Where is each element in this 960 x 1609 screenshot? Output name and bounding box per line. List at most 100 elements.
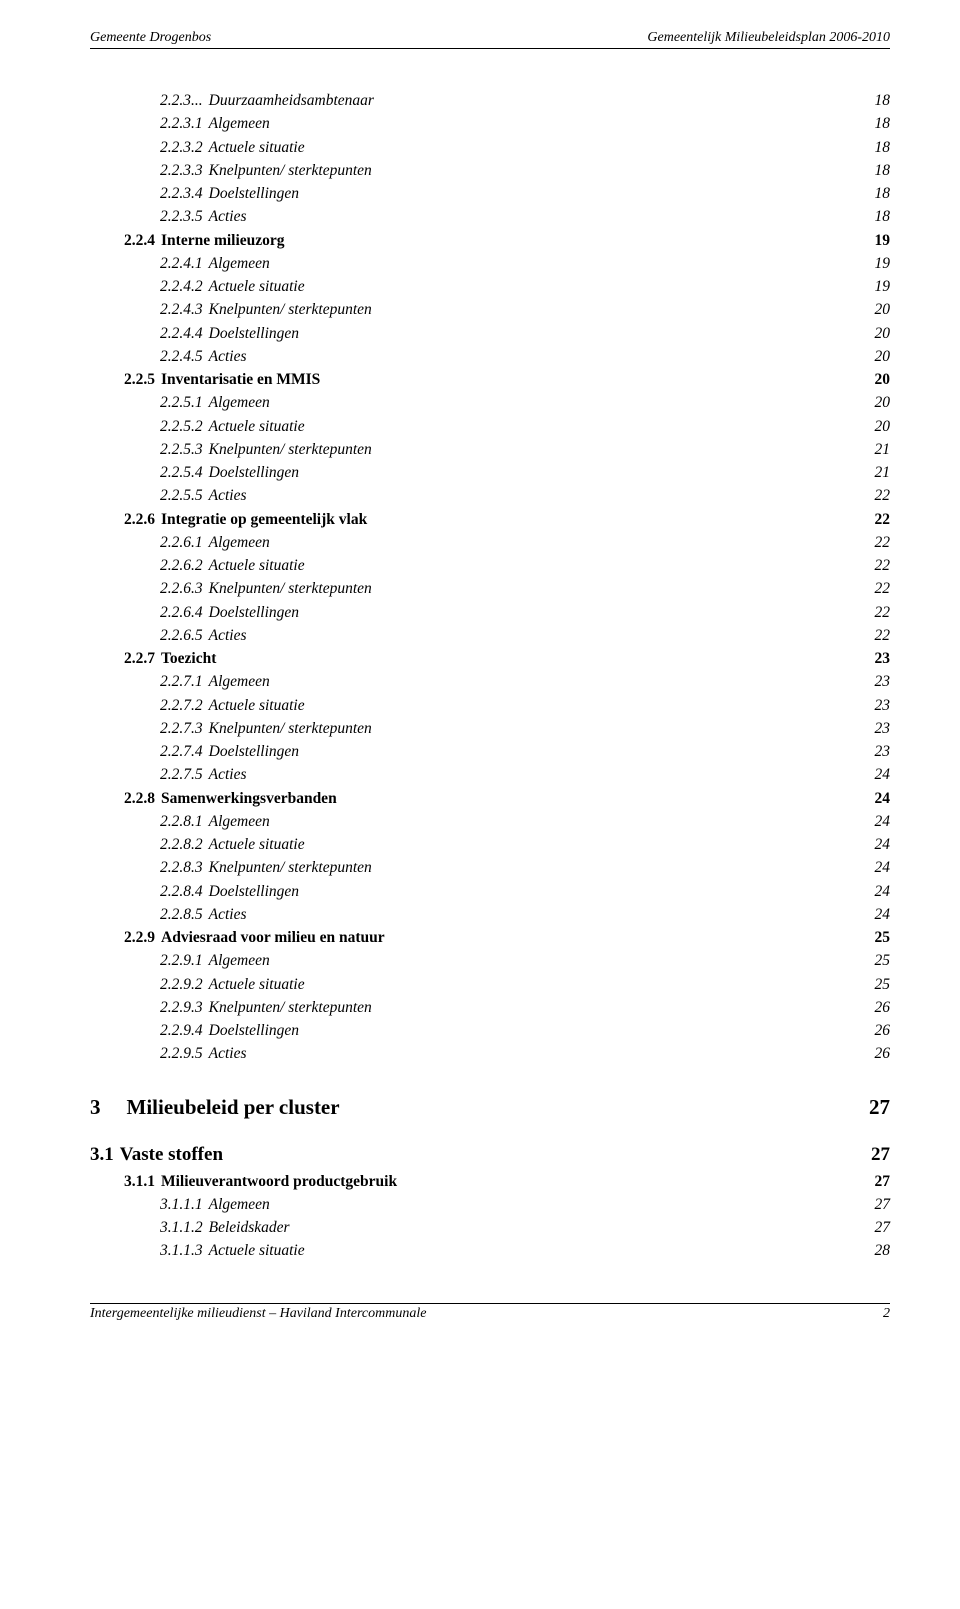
toc-entry-number: 2.2.4.2 xyxy=(160,275,203,298)
toc-entry-page: 20 xyxy=(866,391,890,414)
toc-entry: 2.2.9.2Actuele situatie25 xyxy=(90,973,890,996)
toc-entry-number: 2.2.4 xyxy=(124,229,155,252)
toc-entry-number: 2.2.7.4 xyxy=(160,740,203,763)
footer-page-number: 2 xyxy=(883,1306,890,1322)
toc-entry-page: 25 xyxy=(866,949,890,972)
toc-entry-number: 2.2.8.2 xyxy=(160,833,203,856)
toc-entry-page: 22 xyxy=(866,624,890,647)
toc-entry-title: Adviesraad voor milieu en natuur xyxy=(155,926,385,949)
toc-entry-title: Toezicht xyxy=(155,647,216,670)
toc-gap xyxy=(90,1123,890,1141)
toc-entry-number: 2.2.5.2 xyxy=(160,415,203,438)
toc-entry-number: 2.2.9.4 xyxy=(160,1019,203,1042)
toc-entry-page: 18 xyxy=(866,205,890,228)
toc-entry-title: Acties xyxy=(203,484,247,507)
toc-gap xyxy=(90,1066,890,1092)
toc-entry: 2.2.9.3Knelpunten/ sterktepunten 26 xyxy=(90,996,890,1019)
toc-entry-page: 19 xyxy=(866,252,890,275)
toc-entry: 2.2.7.2Actuele situatie23 xyxy=(90,694,890,717)
toc-entry-page: 20 xyxy=(866,368,890,391)
toc-entry: 2.2.8.1Algemeen24 xyxy=(90,810,890,833)
toc-entry: 2.2.6.1Algemeen22 xyxy=(90,531,890,554)
toc-entry-number: 2.2.8 xyxy=(124,787,155,810)
toc-entry-title: Actuele situatie xyxy=(203,973,305,996)
toc-entry-page: 22 xyxy=(866,484,890,507)
toc-entry-page: 26 xyxy=(866,996,890,1019)
toc-entry-number: 2.2.3.5 xyxy=(160,205,203,228)
toc-entry-page: 22 xyxy=(866,554,890,577)
toc-entry: 2.2.4.3Knelpunten/ sterktepunten20 xyxy=(90,298,890,321)
toc-entry-title: Actuele situatie xyxy=(203,694,305,717)
toc-entry: 2.2.3.5Acties18 xyxy=(90,205,890,228)
toc-entry: 2.2.8.4Doelstellingen24 xyxy=(90,880,890,903)
toc-entry-number: 2.2.4.3 xyxy=(160,298,203,321)
toc-entry: 2.2.5.4Doelstellingen21 xyxy=(90,461,890,484)
toc-entry-page: 26 xyxy=(866,1042,890,1065)
toc-entry: 2.2.7.3Knelpunten/ sterktepunten23 xyxy=(90,717,890,740)
toc-entry-title: Algemeen xyxy=(203,112,270,135)
toc-entry-page: 24 xyxy=(866,856,890,879)
toc-entry-title: Actuele situatie xyxy=(203,554,305,577)
toc-entry-page: 27 xyxy=(866,1193,890,1216)
page-footer: Intergemeentelijke milieudienst – Havila… xyxy=(90,1303,890,1322)
toc-entry-title: Beleidskader xyxy=(203,1216,290,1239)
toc-entry-page: 19 xyxy=(866,229,890,252)
toc-entry: 2.2.7Toezicht23 xyxy=(90,647,890,670)
toc-entry-number: 2.2.7.2 xyxy=(160,694,203,717)
toc-entry-number: 3 xyxy=(90,1092,121,1124)
toc-entry-title: Algemeen xyxy=(203,670,270,693)
toc-entry-page: 24 xyxy=(866,810,890,833)
toc-entry-page: 23 xyxy=(866,647,890,670)
toc-entry: 2.2.9.4Doelstellingen26 xyxy=(90,1019,890,1042)
toc-entry-title: Algemeen xyxy=(203,391,270,414)
toc-entry-page: 27 xyxy=(866,1141,890,1170)
toc-entry: 2.2.4Interne milieuzorg19 xyxy=(90,229,890,252)
toc-entry: 3Milieubeleid per cluster27 xyxy=(90,1092,890,1124)
toc-entry-number: 2.2.4.4 xyxy=(160,322,203,345)
toc-entry: 2.2.6Integratie op gemeentelijk vlak22 xyxy=(90,508,890,531)
toc-entry-number: 2.2.3.2 xyxy=(160,136,203,159)
toc-entry-number: 2.2.9 xyxy=(124,926,155,949)
toc-entry: 2.2.8.5Acties24 xyxy=(90,903,890,926)
toc-entry-number: 2.2.8.3 xyxy=(160,856,203,879)
toc-entry-number: 2.2.8.1 xyxy=(160,810,203,833)
document-page: Gemeente Drogenbos Gemeentelijk Milieube… xyxy=(0,0,960,1362)
toc-entry-page: 25 xyxy=(866,973,890,996)
toc-entry-title: Knelpunten/ sterktepunten xyxy=(203,996,372,1019)
toc-entry-number: 2.2.7.1 xyxy=(160,670,203,693)
toc-entry-number: 2.2.3.1 xyxy=(160,112,203,135)
toc-entry-number: 2.2.6.2 xyxy=(160,554,203,577)
toc-entry: 2.2.9.1Algemeen25 xyxy=(90,949,890,972)
toc-entry-number: 2.2.9.5 xyxy=(160,1042,203,1065)
toc-entry-title: Doelstellingen xyxy=(203,461,299,484)
toc-entry-page: 25 xyxy=(866,926,890,949)
toc-entry-title: Knelpunten/ sterktepunten xyxy=(203,438,372,461)
toc-entry-title: Doelstellingen xyxy=(203,182,299,205)
toc-entry: 2.2.6.5Acties22 xyxy=(90,624,890,647)
toc-entry-title: Algemeen xyxy=(203,531,270,554)
toc-entry-page: 26 xyxy=(866,1019,890,1042)
toc-entry-title: Doelstellingen xyxy=(203,322,299,345)
toc-entry-title: Knelpunten/ sterktepunten xyxy=(203,577,372,600)
toc-entry-title: Milieubeleid per cluster xyxy=(121,1092,340,1124)
toc-entry-number: 2.2.9.3 xyxy=(160,996,203,1019)
toc-entry-title: Duurzaamheidsambtenaar xyxy=(203,89,374,112)
toc-entry-number: 2.2.6.4 xyxy=(160,601,203,624)
toc-entry: 2.2.5.5Acties22 xyxy=(90,484,890,507)
toc-entry-page: 24 xyxy=(866,880,890,903)
toc-entry-title: Doelstellingen xyxy=(203,601,299,624)
toc-entry: 2.2.7.4Doelstellingen23 xyxy=(90,740,890,763)
toc-entry-title: Knelpunten/ sterktepunten xyxy=(203,856,372,879)
toc-entry: 3.1.1Milieuverantwoord productgebruik27 xyxy=(90,1170,890,1193)
toc-entry-title: Doelstellingen xyxy=(203,880,299,903)
toc-entry: 2.2.7.5Acties24 xyxy=(90,763,890,786)
toc-entry-title: Knelpunten/ sterktepunten xyxy=(203,717,372,740)
toc-entry: 2.2.6.3Knelpunten/ sterktepunten22 xyxy=(90,577,890,600)
toc-entry-title: Acties xyxy=(203,624,247,647)
toc-entry-page: 20 xyxy=(866,298,890,321)
toc-entry-title: Knelpunten/ sterktepunten xyxy=(203,159,372,182)
toc-entry: 2.2.3.4Doelstellingen18 xyxy=(90,182,890,205)
toc-entry-page: 21 xyxy=(866,438,890,461)
toc-entry-page: 27 xyxy=(866,1170,890,1193)
toc-entry-title: Actuele situatie xyxy=(203,275,305,298)
